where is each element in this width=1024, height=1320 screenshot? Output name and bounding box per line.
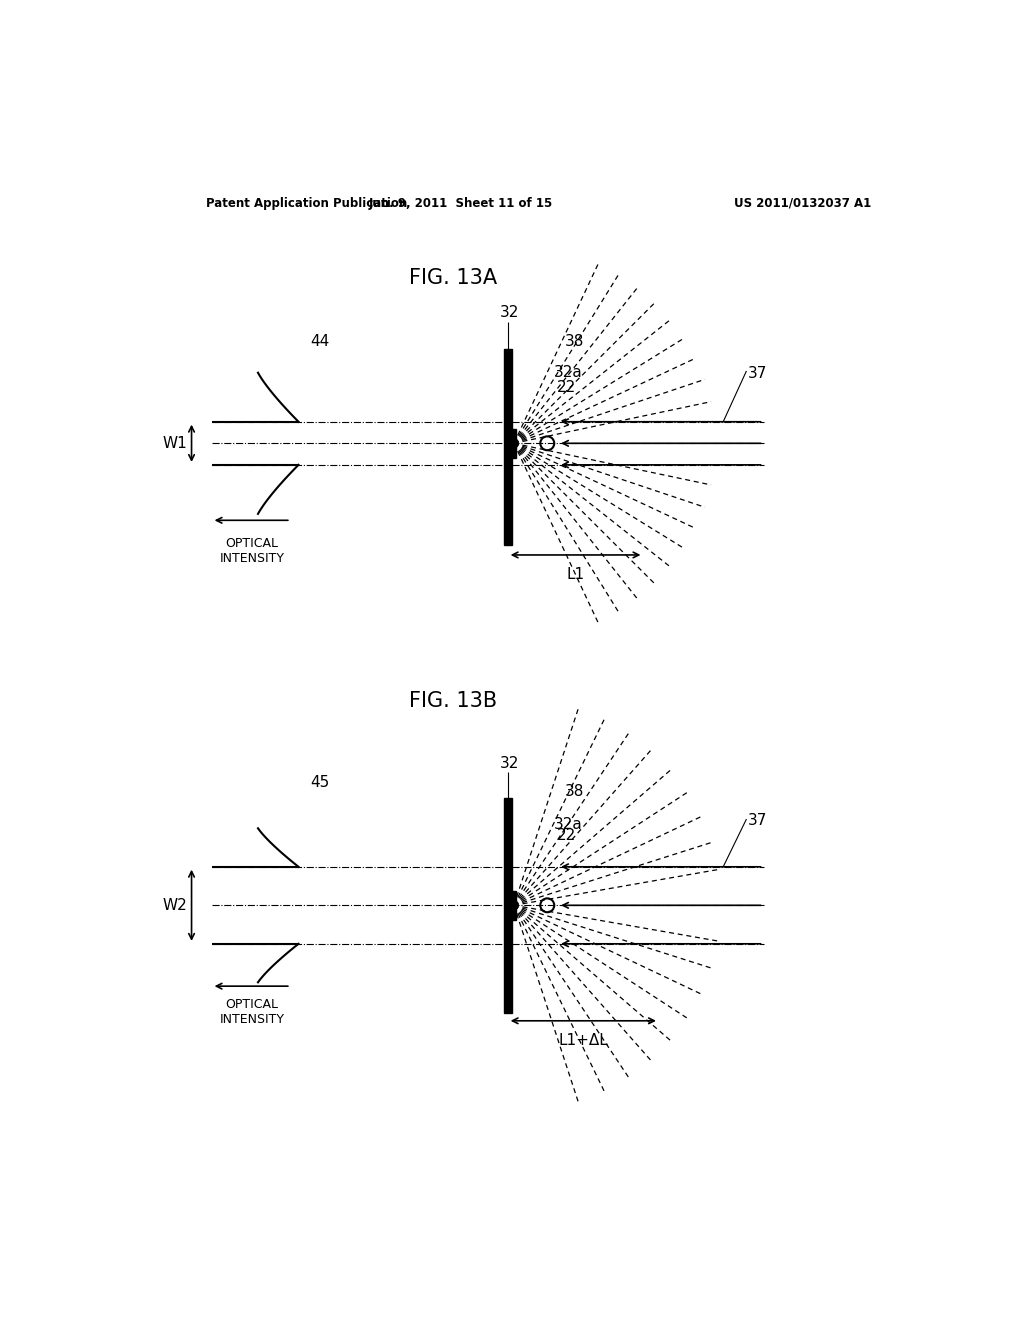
Text: 22: 22 [557, 829, 575, 843]
Bar [504, 350, 512, 545]
Text: L1+ΔL: L1+ΔL [558, 1034, 608, 1048]
Text: 22: 22 [557, 380, 575, 396]
Text: 38: 38 [564, 334, 584, 348]
Bar [512, 429, 516, 458]
Text: US 2011/0132037 A1: US 2011/0132037 A1 [733, 197, 870, 210]
Bar [512, 891, 516, 920]
Text: OPTICAL
INTENSITY: OPTICAL INTENSITY [219, 537, 285, 565]
Text: OPTICAL
INTENSITY: OPTICAL INTENSITY [219, 998, 285, 1026]
Text: W1: W1 [163, 436, 187, 451]
Text: Patent Application Publication: Patent Application Publication [206, 197, 407, 210]
Text: 32: 32 [500, 755, 519, 771]
Bar [504, 797, 512, 1014]
Text: 45: 45 [310, 775, 330, 789]
Text: FIG. 13B: FIG. 13B [410, 692, 498, 711]
Text: 37: 37 [748, 367, 767, 381]
Text: 38: 38 [564, 784, 584, 799]
Text: FIG. 13A: FIG. 13A [410, 268, 498, 288]
Text: Jun. 9, 2011  Sheet 11 of 15: Jun. 9, 2011 Sheet 11 of 15 [369, 197, 553, 210]
Text: 44: 44 [310, 334, 330, 350]
Text: L1: L1 [566, 568, 585, 582]
Text: 37: 37 [748, 813, 767, 828]
Text: 32a: 32a [554, 817, 583, 832]
Text: W2: W2 [163, 898, 187, 913]
Text: 32: 32 [500, 305, 519, 321]
Text: 32a: 32a [554, 364, 583, 380]
